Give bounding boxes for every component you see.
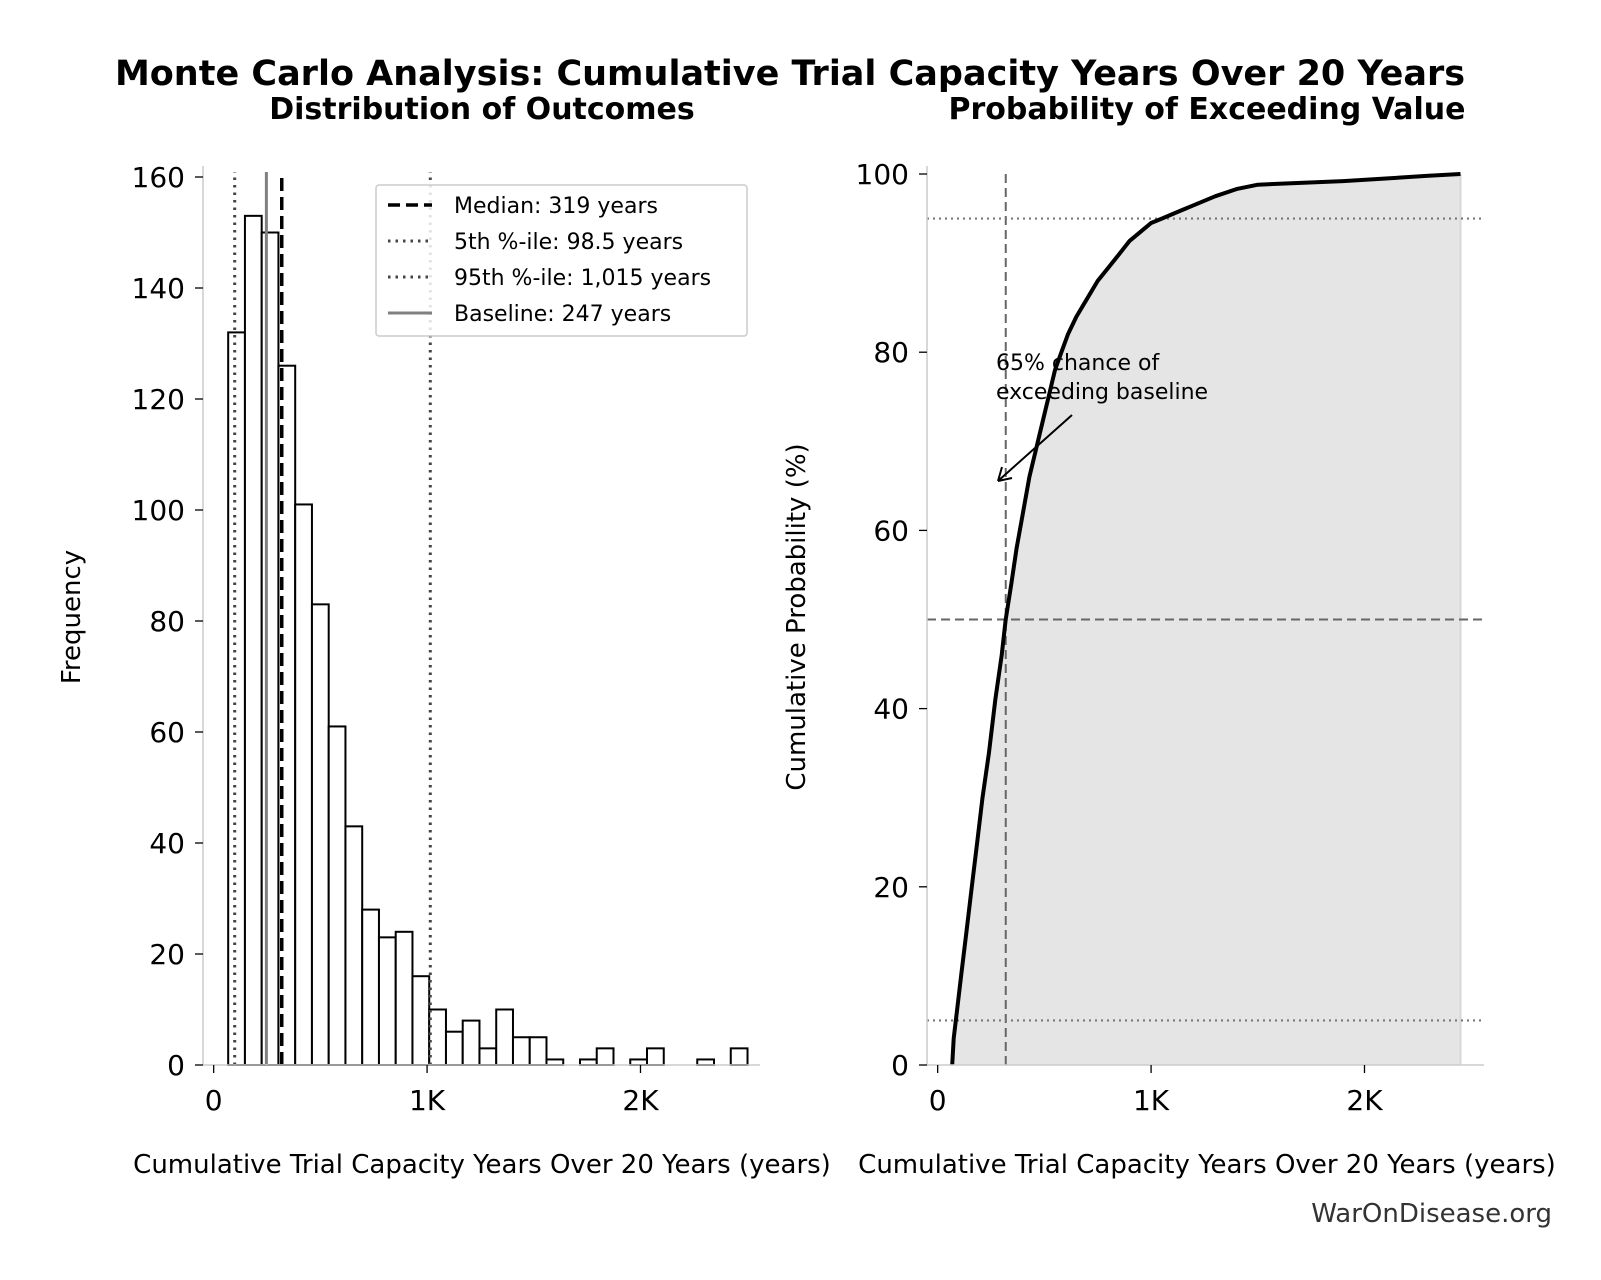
hist-x-tick-label: 0 — [205, 1084, 223, 1117]
histogram-bar — [645, 1047, 665, 1066]
credit-text: WarOnDisease.org — [1311, 1199, 1552, 1229]
histogram-bar — [528, 1036, 548, 1066]
cdf-y-tick-label: 40 — [873, 693, 909, 726]
legend-frame — [375, 184, 748, 337]
histogram-bar — [361, 908, 380, 1066]
histogram-bar — [444, 1030, 464, 1066]
histogram-bar — [411, 975, 431, 1067]
histogram-bar — [260, 231, 280, 1066]
hist-xlabel: Cumulative Trial Capacity Years Over 20 … — [133, 1150, 831, 1180]
histogram-bar — [227, 331, 246, 1066]
hist-ylabel: Frequency — [57, 550, 87, 684]
histogram-axes: 0 20 40 60 80 100 120 140 160 0 1K 2K — [132, 161, 760, 1117]
legend-median-label: Median: 319 years — [454, 194, 658, 219]
cdf-xlabel: Cumulative Trial Capacity Years Over 20 … — [858, 1150, 1556, 1180]
cdf-y-tick-label: 60 — [873, 514, 909, 547]
cdf-x-tick-label: 2K — [1346, 1084, 1383, 1117]
histogram-bar — [595, 1047, 615, 1066]
legend-p5-label: 5th %-ile: 98.5 years — [454, 230, 683, 255]
histogram-bar — [377, 936, 397, 1066]
cdf-panel: 0 20 40 60 80 100 0 1K 2K Cumulative Probability… — [782, 158, 1556, 1180]
annotation-line-2: exceeding baseline — [996, 380, 1208, 405]
cdf-x-tick-label: 0 — [929, 1084, 947, 1117]
hist-y-tick-label: 120 — [132, 383, 185, 416]
histogram-bar — [294, 503, 313, 1066]
hist-y-tick-label: 0 — [167, 1049, 185, 1082]
histogram-bar — [696, 1058, 716, 1066]
cdf-line — [950, 172, 1461, 1066]
histogram-bar — [478, 1047, 498, 1066]
cdf-y-tick-label: 80 — [873, 336, 909, 369]
cdf-axes: 0 20 40 60 80 100 0 1K 2K — [856, 158, 1484, 1117]
annotation-arrow — [997, 414, 1073, 482]
cdf-annotation: 65% chance of exceeding baseline — [996, 351, 1208, 482]
histogram-bar — [310, 603, 330, 1066]
cdf-area — [952, 174, 1461, 1065]
hist-y-tick-label: 20 — [149, 938, 185, 971]
cdf-y-tick-label: 0 — [891, 1049, 909, 1082]
histogram-bar — [243, 214, 263, 1067]
hist-y-tick-label: 60 — [149, 716, 185, 749]
annotation-arrowhead — [997, 466, 1013, 482]
histogram-bar — [495, 1008, 514, 1066]
histogram-bar — [394, 930, 414, 1066]
histogram-bars — [227, 214, 749, 1067]
cdf-x-tick-label: 1K — [1133, 1084, 1170, 1117]
legend-baseline-label: Baseline: 247 years — [454, 302, 671, 327]
hist-y-tick-label: 160 — [132, 161, 185, 194]
histogram-bar — [629, 1058, 648, 1066]
histogram-bar — [729, 1047, 749, 1066]
histogram-legend: Median: 319 years 5th %-ile: 98.5 years … — [375, 184, 748, 337]
hist-title: Distribution of Outcomes — [269, 92, 695, 127]
hist-y-tick-label: 100 — [132, 494, 185, 527]
histogram-bar — [545, 1058, 565, 1066]
cdf-y-tick-label: 20 — [873, 871, 909, 904]
cdf-reference-lines — [927, 172, 1484, 1065]
histogram-bar — [578, 1058, 598, 1066]
hist-x-tick-label: 1K — [409, 1084, 446, 1117]
legend-p95-label: 95th %-ile: 1,015 years — [454, 266, 711, 291]
histogram-bar — [511, 1036, 531, 1066]
hist-x-tick-label: 2K — [622, 1084, 659, 1117]
histogram-bar — [344, 825, 364, 1066]
annotation-line-1: 65% chance of — [996, 351, 1160, 376]
histogram-panel: 0 20 40 60 80 100 120 140 160 0 1K 2K Frequency Cum… — [57, 161, 831, 1180]
histogram-bar — [461, 1019, 481, 1066]
hist-y-tick-label: 40 — [149, 827, 185, 860]
hist-y-tick-label: 80 — [149, 605, 185, 638]
figure-title: Monte Carlo Analysis: Cumulative Trial C… — [115, 54, 1465, 94]
cdf-ylabel: Cumulative Probability (%) — [782, 443, 812, 790]
cdf-title: Probability of Exceeding Value — [948, 92, 1465, 127]
cdf-y-tick-label: 100 — [856, 158, 909, 191]
histogram-bar — [327, 725, 347, 1066]
hist-y-tick-label: 140 — [132, 272, 185, 305]
